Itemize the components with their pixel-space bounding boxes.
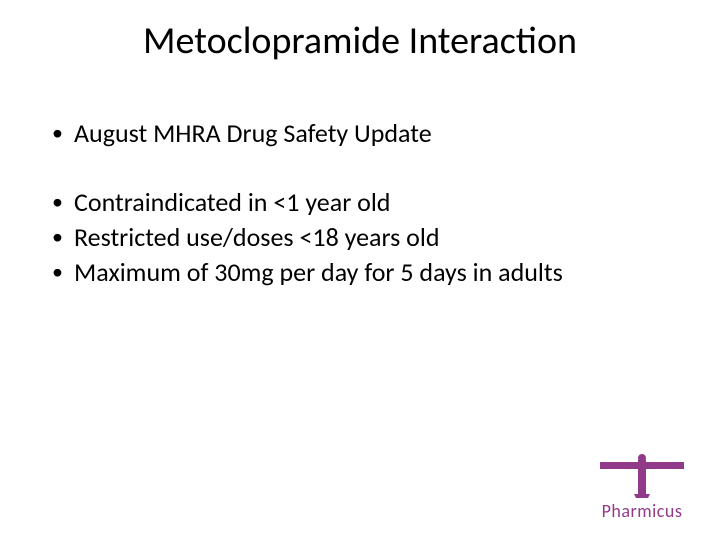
brand-logo-text: Pharmicus: [582, 500, 702, 522]
bullet-dot-icon: •: [52, 220, 74, 254]
bullet-text: Restricted use/doses <18 years old: [74, 220, 672, 255]
slide: Metoclopramide Interaction • August MHRA…: [0, 0, 720, 540]
bullet-item: • Restricted use/doses <18 years old: [52, 220, 672, 255]
brand-logo: Pharmicus: [582, 454, 702, 522]
bullet-text: Maximum of 30mg per day for 5 days in ad…: [74, 255, 672, 290]
bullet-item: • Maximum of 30mg per day for 5 days in …: [52, 255, 672, 290]
bullet-dot-icon: •: [52, 255, 74, 289]
bullet-gap: [52, 151, 672, 185]
bullet-item: • Contraindicated in <1 year old: [52, 185, 672, 220]
bullet-text: August MHRA Drug Safety Update: [74, 116, 672, 151]
angel-figure-icon: [594, 454, 690, 498]
bullet-dot-icon: •: [52, 116, 74, 150]
bullet-dot-icon: •: [52, 185, 74, 219]
bullet-text: Contraindicated in <1 year old: [74, 185, 672, 220]
slide-title: Metoclopramide Interaction: [0, 18, 720, 64]
bullet-item: • August MHRA Drug Safety Update: [52, 116, 672, 151]
slide-body: • August MHRA Drug Safety Update • Contr…: [52, 116, 672, 290]
